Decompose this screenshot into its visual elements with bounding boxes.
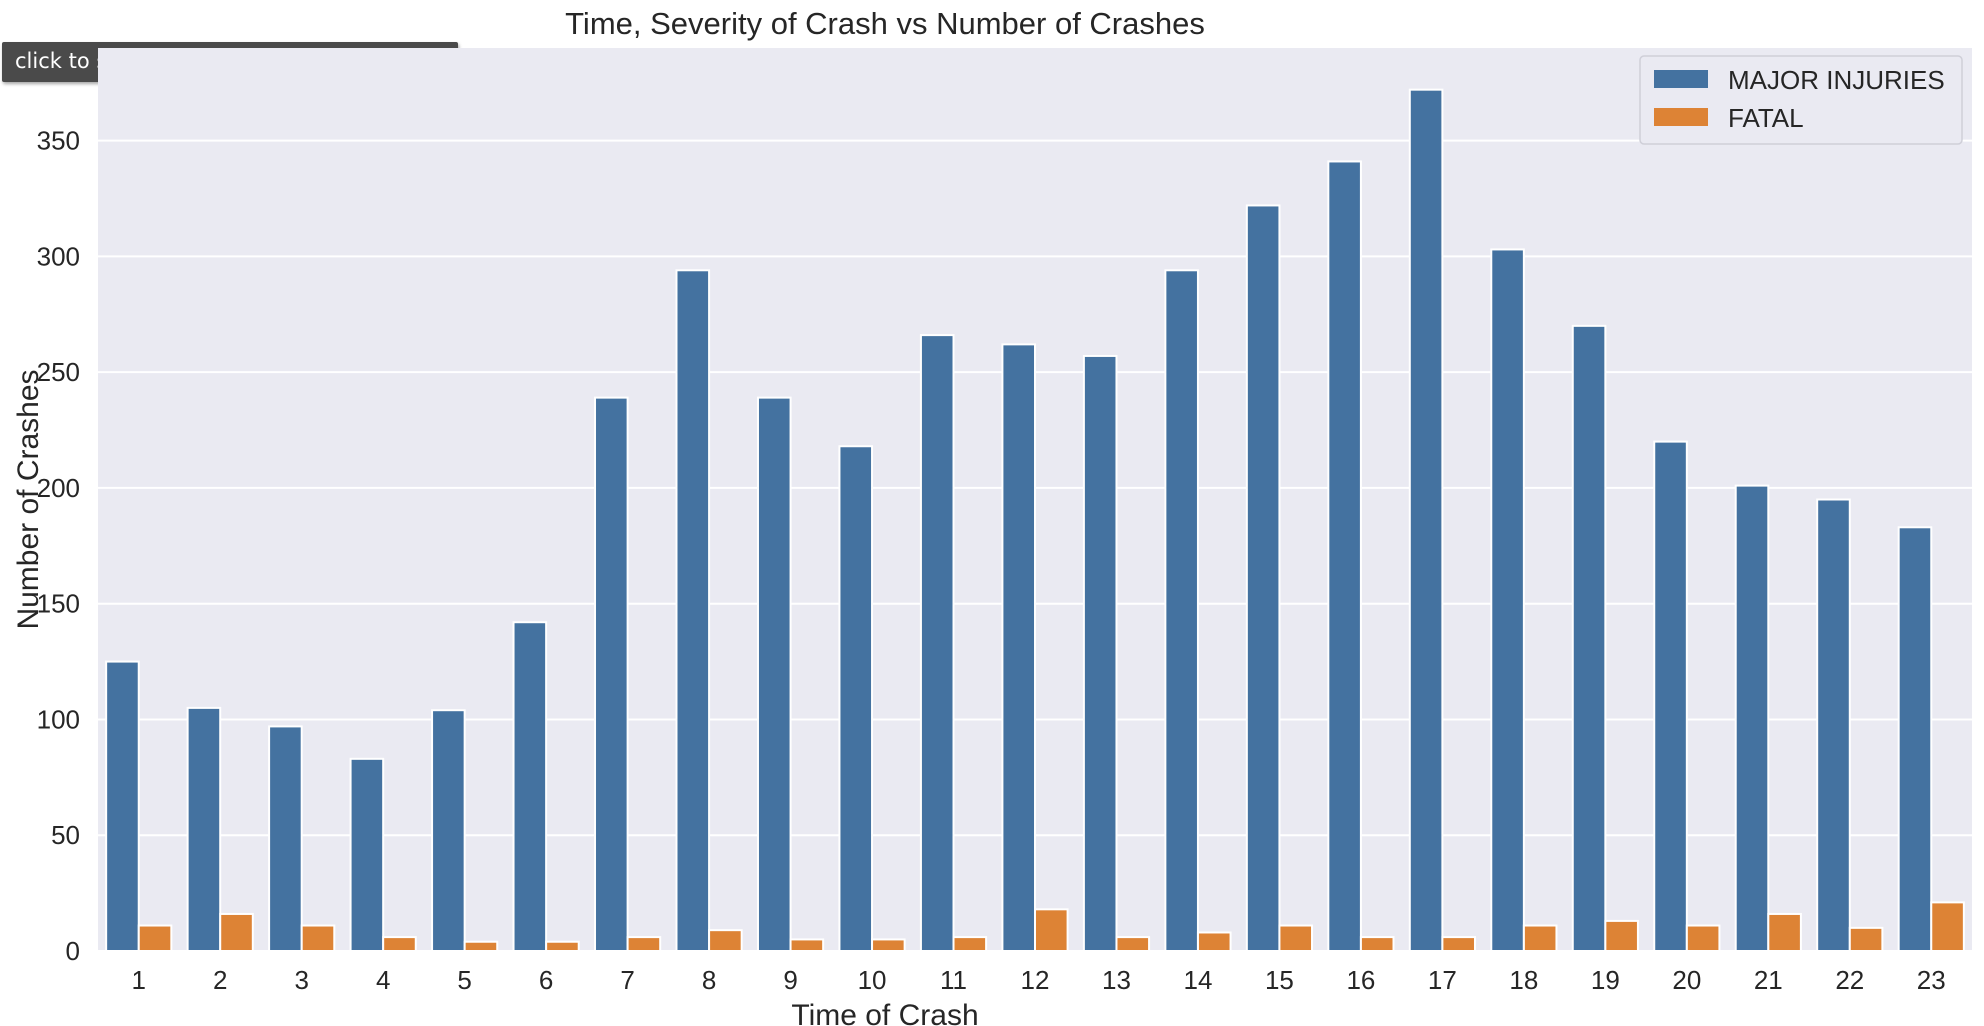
bar-fatal-14 (1196, 931, 1232, 953)
bar-major-injuries-10 (838, 445, 874, 952)
bar-major-injuries-23 (1897, 526, 1933, 952)
bar-fatal-16 (1359, 936, 1395, 952)
bar-major-injuries-17 (1408, 88, 1444, 952)
y-axis-label: Number of Crashes (12, 369, 45, 629)
bar-major-injuries-7 (594, 396, 629, 953)
legend-label-major-injuries: MAJOR INJURIES (1728, 65, 1945, 95)
x-tick-label: 14 (1183, 965, 1212, 995)
x-tick-label: 22 (1835, 965, 1864, 995)
bar-fatal-21 (1767, 912, 1802, 953)
bar-major-injuries-8 (675, 269, 711, 952)
bar-fatal-3 (300, 924, 336, 952)
legend: MAJOR INJURIES FATAL (1639, 55, 1963, 145)
x-tick-label: 3 (294, 965, 308, 995)
bar-fatal-8 (708, 929, 743, 953)
bar-major-injuries-20 (1653, 440, 1688, 952)
bar-major-injuries-5 (431, 709, 466, 953)
bar-major-injuries-13 (1082, 354, 1118, 952)
bar-fatal-4 (382, 936, 417, 952)
x-tick-label: 23 (1917, 965, 1946, 995)
y-tick-label: 150 (37, 589, 80, 619)
bar-major-injuries-3 (268, 725, 303, 953)
bar-fatal-1 (137, 924, 173, 952)
bar-fatal-15 (1278, 924, 1314, 952)
x-tick-label: 8 (702, 965, 716, 995)
bar-fatal-20 (1685, 924, 1721, 952)
bar-fatal-7 (626, 936, 662, 952)
y-tick-label: 0 (66, 936, 80, 966)
bar-fatal-12 (1034, 908, 1069, 952)
legend-label-fatal: FATAL (1728, 103, 1804, 133)
x-tick-label: 15 (1265, 965, 1294, 995)
bar-fatal-18 (1522, 924, 1558, 952)
bar-major-injuries-14 (1164, 269, 1199, 952)
bar-major-injuries-4 (349, 757, 385, 952)
x-tick-label: 18 (1509, 965, 1538, 995)
y-tick-label: 200 (37, 473, 80, 503)
x-axis-label: Time of Crash (791, 999, 978, 1026)
bar-major-injuries-19 (1571, 324, 1607, 953)
x-tick-label: 21 (1754, 965, 1783, 995)
x-tick-label: 19 (1591, 965, 1620, 995)
x-tick-label: 6 (539, 965, 553, 995)
bar-major-injuries-9 (756, 396, 792, 953)
bar-major-injuries-18 (1490, 248, 1525, 952)
bar-major-injuries-16 (1327, 160, 1362, 952)
chart-title: Time, Severity of Crash vs Number of Cra… (565, 6, 1205, 41)
legend-swatch-fatal (1654, 108, 1708, 126)
bar-fatal-13 (1115, 936, 1151, 952)
bar-major-injuries-11 (919, 334, 955, 953)
x-tick-label: 20 (1672, 965, 1701, 995)
bar-fatal-22 (1848, 926, 1884, 952)
x-tick-label: 4 (376, 965, 390, 995)
y-tick-label: 350 (37, 126, 80, 156)
y-tick-labels: 0 50 100 150 200 250 300 350 (37, 126, 80, 966)
bar-fatal-5 (463, 940, 499, 953)
x-tick-label: 11 (940, 965, 967, 995)
x-tick-label: 17 (1428, 965, 1457, 995)
bar-major-injuries-2 (186, 706, 222, 953)
y-tick-label: 300 (37, 241, 80, 271)
x-tick-label: 2 (213, 965, 227, 995)
bar-fatal-10 (871, 938, 906, 953)
y-tick-label: 100 (37, 704, 80, 734)
y-tick-label: 50 (51, 820, 80, 850)
bar-fatal-23 (1930, 901, 1965, 953)
bar-major-injuries-12 (1001, 343, 1036, 953)
y-tick-label: 250 (37, 357, 80, 387)
x-tick-label: 1 (132, 965, 146, 995)
x-tick-label: 7 (620, 965, 634, 995)
bar-major-injuries-22 (1816, 498, 1851, 952)
bar-fatal-6 (545, 940, 580, 953)
x-tick-labels: 1 2 3 4 5 6 7 8 9 10 11 12 13 14 15 16 17 18 19 20 21 22 23 (132, 965, 1946, 995)
bar-major-injuries-6 (512, 621, 548, 952)
x-tick-label: 12 (1021, 965, 1050, 995)
x-tick-label: 5 (457, 965, 471, 995)
legend-swatch-major-injuries (1654, 70, 1708, 88)
bar-fatal-19 (1604, 919, 1639, 953)
legend-box (1639, 55, 1963, 145)
bar-major-injuries-1 (105, 660, 140, 952)
bar-fatal-9 (789, 938, 825, 953)
bars (105, 88, 1965, 953)
x-tick-label: 13 (1102, 965, 1131, 995)
x-tick-label: 16 (1346, 965, 1375, 995)
x-tick-label: 10 (858, 965, 887, 995)
bar-major-injuries-15 (1245, 204, 1281, 952)
bar-fatal-11 (952, 936, 988, 952)
bar-fatal-2 (219, 912, 254, 953)
bar-major-injuries-21 (1734, 484, 1770, 952)
bar-fatal-17 (1441, 936, 1476, 952)
x-tick-label: 9 (783, 965, 797, 995)
